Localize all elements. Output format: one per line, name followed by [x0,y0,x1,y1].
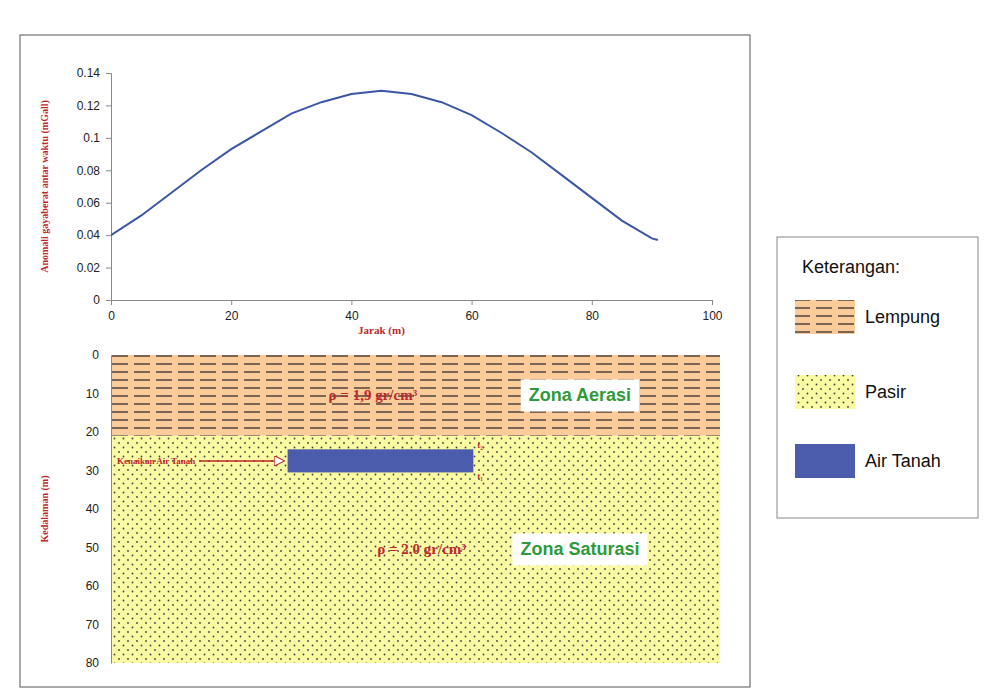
tick-label: 0.14 [77,66,101,80]
legend-title: Keterangan: [802,257,900,277]
tick-label: 50 [86,541,100,555]
depth-axis-tick: 60 [86,579,111,593]
tick-label: 20 [225,309,239,323]
legend-label: Lempung [865,307,940,327]
tick-label: 0 [92,348,99,362]
depth-axis-tick: 20 [86,425,111,439]
time-label: t₂ [477,440,483,450]
tick-mark [592,300,593,305]
time-label: t₁ [477,471,483,481]
tick-label: 80 [86,656,100,670]
tick-mark [106,138,111,139]
y-axis-line [106,74,112,301]
tick-mark [106,235,111,236]
tick-label: 0.1 [83,131,100,145]
y-axis-tick: 0.12 [77,99,111,113]
tick-mark [106,170,111,171]
y-axis-tick: 0.14 [77,66,111,80]
depth-axis: 0 10 20 30 40 50 60 70 80 [86,348,112,670]
tick-label: 40 [86,502,100,516]
tick-label: 0.08 [77,164,101,178]
y-axis-tick: 0.04 [77,228,111,242]
tick-mark [106,105,111,106]
zone-text: Zona Saturasi [520,539,639,559]
tick-label: 80 [586,309,600,323]
tick-label: 20 [86,425,100,439]
zone-label-bg [512,533,647,565]
tick-label: 0 [93,293,100,307]
tick-mark [712,300,713,305]
tick-label: 0.06 [77,196,101,210]
tick-mark [106,73,111,74]
depth-axis-title: Kedalaman (m) [39,476,51,543]
groundwater-label: Kenaikan Air Tanah [117,456,195,466]
groundwater-arrow [199,460,283,462]
layer [111,436,720,663]
tick-label: 0.04 [77,228,101,242]
tick-mark [106,203,111,204]
tick-mark [106,300,111,301]
zone-label: Zona Saturasi [512,533,647,565]
groundwater [288,449,474,472]
tick-label: 40 [345,309,359,323]
y-axis-tick: 0 [93,293,111,307]
x-axis-tick: 60 [465,300,479,323]
x-axis-title: Jarak (m) [358,324,405,337]
tick-label: 60 [86,579,100,593]
x-axis-tick: 80 [586,300,600,323]
legend-box [777,237,978,518]
anomaly-line [111,91,658,240]
depth-axis-line [111,356,112,664]
depth-axis-tick: 10 [86,387,111,401]
depth-axis-tick: 40 [86,502,111,516]
tick-label: 70 [86,618,100,632]
tick-label: 0.02 [77,261,101,275]
x-axis-line [112,301,713,306]
density-label: ρ = 1,9 gr/cm³ [329,387,418,403]
depth-axis-tick: 70 [86,618,111,632]
x-axis-tick: 0 [108,300,115,323]
tick-mark [106,268,111,269]
tick-mark [472,300,473,305]
x-axis-tick: 20 [225,300,239,323]
layer [111,355,720,436]
plot-area [111,91,658,240]
legend-swatch [795,375,855,409]
y-axis-tick: 0.1 [83,131,111,145]
depth-axis-tick: 0 [92,348,111,362]
legend-swatch [795,300,855,334]
figure: 02040608010000.020.040.060.080.10.120.14… [0,0,993,698]
depth-axis-tick: 30 [86,464,111,478]
y-axis-tick: 0.06 [77,196,111,210]
tick-label: 0.12 [77,99,101,113]
y-axis-title: Anomali gayaberat antar waktu (mGall) [39,100,51,273]
zone-label: Zona Aerasi [521,379,639,411]
tick-label: 30 [86,464,100,478]
tick-label: 100 [702,309,722,323]
density-label: ρ = 2.0 gr/cm³ [377,541,466,557]
section-area [111,355,720,663]
legend-label: Air Tanah [865,451,941,471]
y-axis: 0 0.02 0.04 0.06 0.08 0.1 0.12 0.14 [77,66,112,307]
tick-label: 0 [108,309,115,323]
zone-text: Zona Aerasi [529,385,631,405]
x-axis-tick: 40 [345,300,359,323]
tick-mark [351,300,352,305]
x-axis: 0 20 40 60 80 100 [108,300,723,323]
figure-frame [20,35,750,687]
legend: Keterangan: Lempung Pasir Air Tanah [777,237,978,518]
depth-axis-tick: 50 [86,541,111,555]
depth-axis-tick: 80 [86,656,111,670]
tick-mark [231,300,232,305]
tick-label: 10 [86,387,100,401]
x-axis-tick: 100 [702,300,722,323]
legend-swatch [795,444,855,478]
y-axis-tick: 0.02 [77,261,111,275]
zone-label-bg [521,379,639,411]
tick-label: 60 [465,309,479,323]
legend-label: Pasir [865,382,906,402]
annotations: ρ = 1,9 gr/cm³ Zona Aerasi ρ = 2.0 gr/cm³ Z… [117,379,647,565]
y-axis-tick: 0.08 [77,164,111,178]
